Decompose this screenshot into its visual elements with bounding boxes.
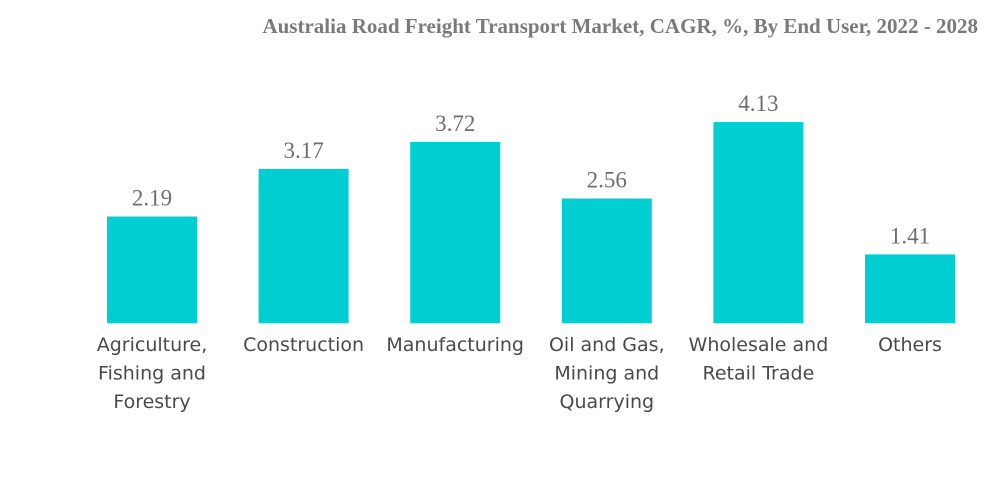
category-label-line: Others (878, 334, 942, 356)
category-label-0: Agriculture, Fishing and Forestry (97, 334, 208, 413)
category-label-line: Manufacturing (386, 334, 524, 356)
value-labels-group: 2.19 3.17 3.72 2.56 4.13 1.41 (132, 91, 930, 248)
chart-title: Australia Road Freight Transport Market,… (262, 14, 978, 38)
category-label-line: Quarrying (560, 391, 655, 413)
value-label-5: 1.41 (890, 223, 930, 248)
category-label-line: Wholesale and (689, 334, 829, 356)
category-label-line: Forestry (113, 391, 190, 413)
value-label-1: 3.17 (283, 138, 323, 163)
category-label-3: Oil and Gas, Mining and Quarrying (549, 334, 665, 413)
category-label-line: Construction (243, 334, 364, 356)
bar-1 (258, 168, 349, 323)
category-label-4: Wholesale and Retail Trade (689, 334, 829, 385)
category-label-line: Retail Trade (703, 363, 815, 385)
category-label-1: Construction (243, 334, 364, 356)
bar-4 (713, 122, 804, 323)
value-label-0: 2.19 (132, 186, 172, 211)
value-label-4: 4.13 (738, 91, 778, 116)
category-label-line: Mining and (554, 363, 659, 385)
bar-2 (410, 142, 501, 323)
value-label-2: 3.72 (435, 111, 475, 136)
bar-3 (561, 198, 652, 323)
bars-group (107, 122, 955, 323)
category-label-line: Oil and Gas, (549, 334, 665, 356)
bar-0 (107, 216, 197, 323)
category-label-2: Manufacturing (386, 334, 524, 356)
value-label-3: 2.56 (587, 168, 627, 193)
category-label-5: Others (878, 334, 942, 356)
bar-5 (865, 254, 955, 323)
category-label-line: Fishing and (98, 363, 206, 385)
category-labels-group: Agriculture, Fishing and Forestry Construct… (97, 334, 942, 413)
category-label-line: Agriculture, (97, 334, 208, 356)
